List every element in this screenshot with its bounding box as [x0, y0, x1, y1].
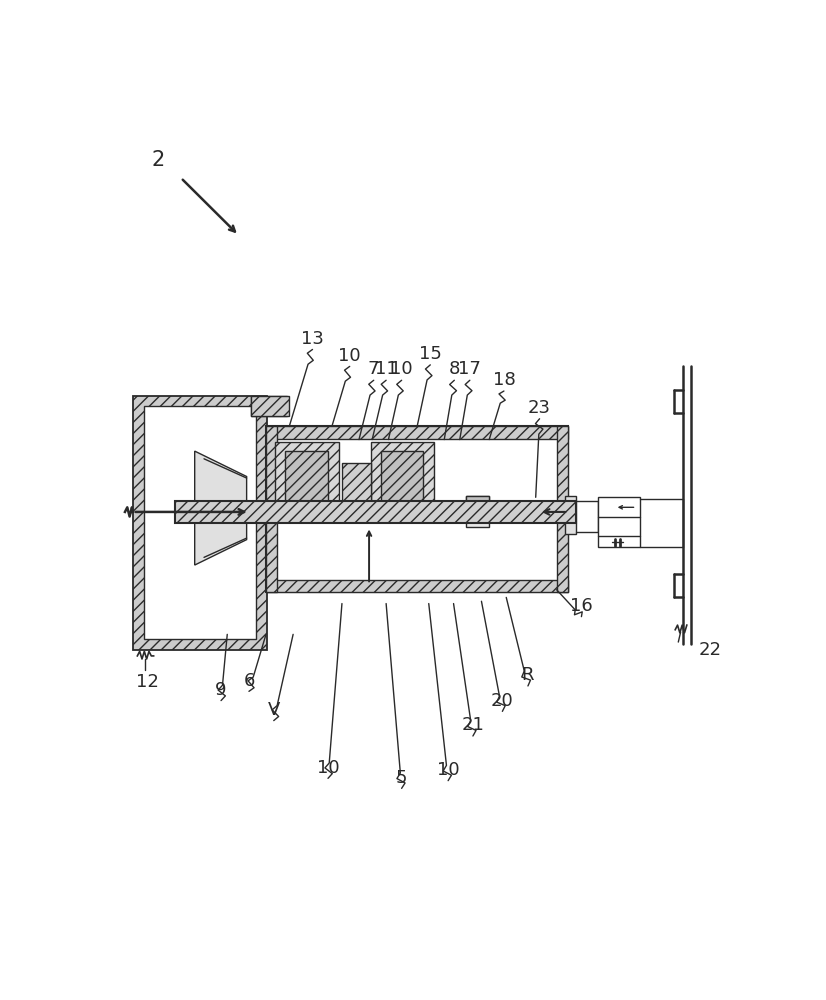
Bar: [371, 442, 434, 519]
Bar: [275, 442, 339, 519]
Text: 12: 12: [135, 673, 159, 691]
Text: 10: 10: [391, 360, 413, 378]
Polygon shape: [195, 451, 247, 565]
Bar: [381, 451, 423, 509]
Bar: [266, 426, 568, 592]
Bar: [565, 496, 576, 534]
Bar: [266, 426, 568, 439]
Bar: [144, 406, 256, 639]
Bar: [285, 451, 328, 509]
Bar: [342, 463, 372, 505]
Text: 16: 16: [570, 597, 593, 615]
Bar: [266, 426, 277, 592]
Text: 20: 20: [491, 692, 514, 710]
Text: 2: 2: [151, 150, 164, 170]
Bar: [598, 497, 640, 547]
Text: 10: 10: [437, 761, 459, 779]
Text: 21: 21: [462, 716, 484, 734]
Bar: [133, 396, 267, 650]
Bar: [250, 406, 287, 416]
Text: 7: 7: [368, 360, 379, 378]
Bar: [466, 496, 489, 507]
Text: 23: 23: [528, 399, 551, 417]
Bar: [558, 426, 568, 592]
Text: 10: 10: [316, 759, 339, 777]
Text: 10: 10: [339, 347, 361, 365]
Text: 13: 13: [301, 330, 324, 348]
Bar: [250, 396, 289, 416]
Text: 22: 22: [699, 641, 721, 659]
Text: R: R: [522, 666, 534, 684]
Text: V: V: [268, 701, 280, 719]
Bar: [266, 580, 568, 592]
Text: 6: 6: [244, 672, 254, 690]
Bar: [175, 501, 576, 523]
Text: 11: 11: [375, 360, 397, 378]
Bar: [250, 396, 287, 406]
Text: 15: 15: [419, 345, 442, 363]
Text: 18: 18: [492, 371, 515, 389]
Bar: [466, 496, 489, 527]
Text: 8: 8: [449, 360, 460, 378]
Text: 5: 5: [396, 769, 407, 787]
Text: 17: 17: [458, 360, 482, 378]
Bar: [277, 439, 558, 580]
Text: 9: 9: [216, 681, 227, 699]
